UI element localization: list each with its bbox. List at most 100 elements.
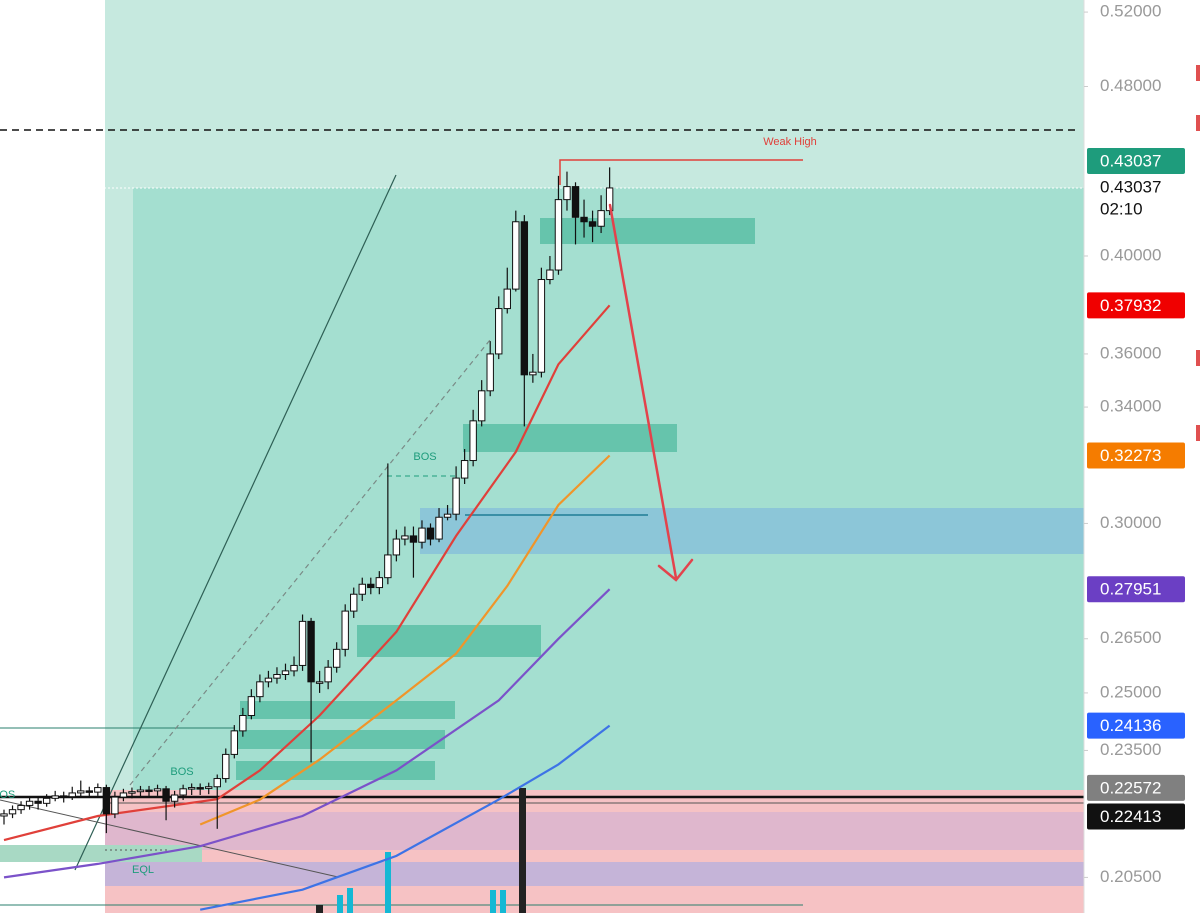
y-tick-label: 0.30000	[1100, 513, 1161, 532]
projection-arrow	[608, 203, 694, 582]
price-badge	[1087, 147, 1185, 174]
y-tick-label: 0.40000	[1100, 245, 1161, 264]
price-badge	[1087, 576, 1185, 603]
supply-band	[105, 862, 1084, 886]
candle-body	[256, 681, 264, 698]
candle-body	[205, 786, 213, 789]
order-block	[540, 218, 755, 244]
candle-body	[42, 797, 51, 804]
candle-body	[332, 648, 341, 668]
trend-line	[74, 174, 397, 871]
candle-body	[162, 788, 170, 802]
candle-body	[281, 670, 290, 676]
candle-body	[111, 796, 119, 815]
candle-body	[375, 577, 384, 589]
candle-body	[153, 788, 162, 792]
candle-body	[94, 787, 102, 793]
price-badge	[1087, 712, 1185, 739]
price-badge	[1087, 292, 1185, 319]
candle-body	[358, 583, 366, 595]
volume-bar	[519, 788, 526, 913]
candle-body	[401, 535, 409, 540]
candle-body	[452, 477, 460, 515]
volume-bar	[337, 895, 343, 913]
candle-body	[196, 787, 204, 790]
y-tick-label: 0.52000	[1100, 2, 1161, 21]
volume-bar	[316, 905, 323, 913]
candle-body	[384, 554, 392, 579]
candle-body	[0, 813, 8, 817]
price-badge	[1087, 803, 1185, 830]
moving-average	[199, 724, 611, 911]
candle-body	[529, 371, 537, 376]
y-tick-label: 0.36000	[1100, 343, 1161, 362]
volume-bar	[385, 852, 391, 913]
candle-body	[554, 199, 563, 271]
volume-bar	[347, 888, 353, 913]
last-price-label: 0.43037	[1100, 177, 1161, 196]
candle-body	[77, 790, 85, 794]
candle-body	[136, 789, 145, 793]
y-tick-label: 0.25000	[1100, 682, 1161, 701]
y-tick-label: 0.26500	[1100, 628, 1161, 647]
candle-body	[392, 538, 401, 556]
weak-high-line	[559, 159, 803, 185]
candle-body	[298, 620, 307, 666]
candle-body	[409, 535, 418, 543]
candle-body	[128, 791, 136, 794]
candle-body	[264, 677, 273, 683]
candle-body	[222, 753, 230, 780]
price-badge-label: 0.22572	[1100, 778, 1161, 797]
y-tick-label: 0.48000	[1100, 76, 1161, 95]
candle-body	[426, 527, 435, 540]
candle-body	[588, 221, 597, 227]
order-block	[232, 730, 445, 749]
price-badge-label: 0.43037	[1100, 151, 1161, 170]
annotation: BOS	[413, 451, 436, 463]
candle-body	[8, 809, 17, 815]
moving-average	[199, 454, 611, 826]
candle-body	[512, 221, 520, 290]
price-badge-label: 0.22413	[1100, 807, 1161, 826]
order-block	[357, 625, 541, 657]
price-badge-label: 0.27951	[1100, 580, 1161, 599]
candle-body	[418, 527, 426, 543]
price-badge	[1087, 774, 1185, 801]
candle-body	[307, 620, 315, 683]
candle-body	[571, 186, 580, 218]
candle-body	[34, 800, 42, 804]
candle-body	[443, 513, 452, 518]
edge-marker	[1196, 115, 1200, 131]
countdown-label: 02:10	[1100, 199, 1143, 218]
volume-bar	[500, 890, 506, 913]
moving-average	[3, 588, 611, 879]
candle-body	[68, 792, 76, 798]
candle-body	[102, 787, 111, 815]
edge-marker	[1196, 65, 1200, 81]
candle-body	[435, 516, 443, 540]
candle-body	[145, 789, 153, 793]
candle-body	[17, 804, 25, 811]
supply-band	[105, 812, 1084, 850]
candle-body	[213, 778, 221, 788]
candle-body	[460, 460, 469, 479]
candle-body	[290, 664, 298, 672]
candle-body	[503, 288, 511, 310]
candle-body	[170, 794, 179, 802]
candle-body	[341, 610, 349, 650]
candle-body	[273, 674, 281, 679]
candle-body	[51, 795, 59, 799]
candle-body	[520, 221, 529, 376]
candle-body	[537, 279, 546, 373]
candle-body	[25, 800, 34, 806]
edge-marker	[1196, 425, 1200, 441]
candle-body	[350, 593, 358, 612]
candle-body	[315, 681, 324, 684]
price-badge	[1087, 442, 1185, 469]
price-badge-label: 0.32273	[1100, 446, 1161, 465]
annotation: BOS	[170, 766, 193, 778]
candle-body	[597, 210, 605, 227]
candle-body	[247, 696, 256, 717]
edge-marker	[1196, 350, 1200, 366]
candle-body	[469, 420, 477, 462]
